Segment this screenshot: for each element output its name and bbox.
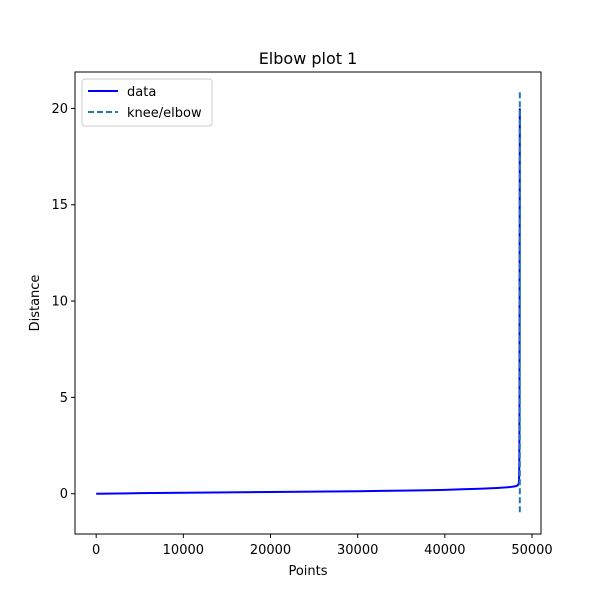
x-tick-label: 0 [92, 543, 100, 558]
x-axis-label: Points [288, 564, 327, 579]
x-tick-label: 30000 [337, 543, 378, 558]
plot-layer [96, 89, 521, 513]
y-tick-label: 15 [51, 198, 68, 213]
y-tick-label: 10 [51, 295, 68, 310]
x-tick-label: 40000 [424, 543, 465, 558]
legend-label-knee-elbow: knee/elbow [127, 106, 202, 121]
y-axis-label: Distance [28, 275, 43, 332]
ticks-layer: 0 10000 20000 30000 40000 50000 0 5 10 15 20 [51, 102, 552, 558]
y-tick-label: 0 [60, 487, 68, 502]
x-tick-label: 10000 [163, 543, 204, 558]
legend-label-data: data [127, 85, 156, 100]
y-tick-label: 5 [60, 391, 68, 406]
legend: data knee/elbow [81, 78, 213, 127]
y-tick-label: 20 [51, 102, 68, 117]
x-tick-label: 20000 [250, 543, 291, 558]
axes-frame [74, 71, 542, 535]
chart-title: Elbow plot 1 [259, 49, 358, 68]
x-tick-label: 50000 [511, 543, 552, 558]
series-line-data [96, 108, 521, 495]
